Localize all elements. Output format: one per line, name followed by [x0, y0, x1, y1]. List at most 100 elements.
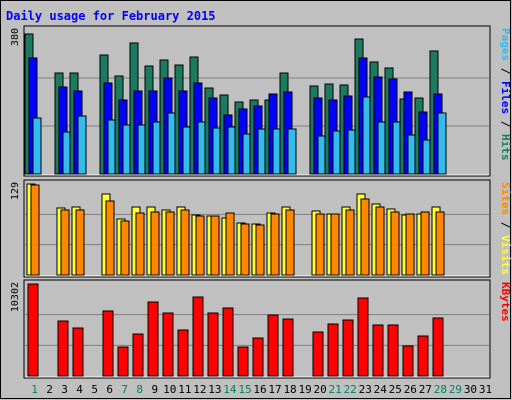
- day-label-11: 11: [178, 383, 191, 396]
- bar-kbytes-day-16: [252, 337, 264, 377]
- panel-kbytes: 10302 KBytes: [10, 279, 512, 379]
- bar-kbytes-day-12: [192, 296, 204, 377]
- bar-pages-day-1: [32, 117, 42, 175]
- day-label-25: 25: [389, 383, 402, 396]
- axis-label-kbytes: KBytes: [499, 282, 512, 322]
- bar-sites-day-18: [285, 209, 295, 276]
- bar-kbytes-day-21: [327, 323, 339, 377]
- axis-label-part: Visits: [499, 235, 512, 275]
- axis-label-part: Pages: [499, 28, 512, 61]
- bar-pages-day-4: [77, 115, 87, 175]
- panel-pages-files-hits: 380 Pages / Files / Hits: [10, 25, 512, 177]
- y-max-label: 10302: [10, 282, 21, 312]
- y-max-label: 129: [10, 182, 21, 200]
- day-labels: 1 2 3 4 5 6 7 8 9 10 11 12 13 14 15 16 17 18 19 20 21 22 23 24 2…: [31, 383, 492, 396]
- bar-sites-day-10: [165, 211, 175, 276]
- bar-sites-day-17: [270, 213, 280, 276]
- bar-kbytes-day-11: [177, 329, 189, 377]
- day-label-8: 8: [136, 383, 143, 396]
- bar-kbytes-day-18: [282, 318, 294, 377]
- bar-sites-day-8: [135, 212, 145, 276]
- day-label-14: 14: [223, 383, 237, 396]
- day-label-28: 28: [434, 383, 447, 396]
- day-label-21: 21: [329, 383, 342, 396]
- day-label-15: 15: [238, 383, 251, 396]
- axis-label-pages-files-hits: Pages / Files / Hits: [499, 28, 512, 161]
- bar-sites-day-7: [120, 220, 130, 276]
- bar-kbytes-day-23: [357, 297, 369, 377]
- bar-kbytes-day-1: [27, 283, 39, 377]
- bar-sites-day-24: [375, 206, 385, 276]
- day-label-13: 13: [208, 383, 221, 396]
- bar-kbytes-day-7: [117, 346, 129, 377]
- bar-kbytes-day-25: [387, 324, 399, 377]
- bar-kbytes-day-22: [342, 319, 354, 377]
- bar-kbytes-day-9: [147, 301, 159, 377]
- bar-kbytes-day-14: [222, 307, 234, 377]
- bar-sites-day-13: [210, 215, 220, 276]
- bar-sites-day-27: [420, 211, 430, 276]
- day-label-23: 23: [359, 383, 372, 396]
- bar-sites-day-11: [180, 209, 190, 276]
- bar-sites-day-1: [30, 184, 40, 276]
- bar-kbytes-day-20: [312, 331, 324, 377]
- axis-label-part: Hits: [499, 134, 512, 161]
- day-label-16: 16: [253, 383, 266, 396]
- day-label-17: 17: [268, 383, 281, 396]
- panel-sites-visits: 129 Sites / Visits: [10, 179, 512, 278]
- day-label-18: 18: [283, 383, 296, 396]
- day-label-1: 1: [31, 383, 38, 396]
- day-label-27: 27: [419, 383, 432, 396]
- axis-label-part: Files: [499, 81, 512, 114]
- axis-label-part: Sites: [499, 182, 512, 215]
- day-label-19: 19: [298, 383, 311, 396]
- bar-sites-day-21: [330, 213, 340, 276]
- day-label-9: 9: [151, 383, 158, 396]
- bar-sites-day-23: [360, 198, 370, 276]
- bar-kbytes-day-28: [432, 317, 444, 377]
- bar-sites-day-26: [405, 213, 415, 276]
- y-max-label: 380: [10, 28, 21, 46]
- bar-sites-day-16: [255, 224, 265, 276]
- bar-kbytes-day-15: [237, 346, 249, 377]
- day-label-29: 29: [449, 383, 462, 396]
- day-label-5: 5: [91, 383, 98, 396]
- bar-kbytes-day-4: [72, 327, 84, 377]
- day-label-3: 3: [61, 383, 68, 396]
- day-label-26: 26: [404, 383, 417, 396]
- day-label-12: 12: [193, 383, 206, 396]
- bar-pages-day-28: [437, 112, 447, 175]
- bar-kbytes-day-26: [402, 345, 414, 377]
- chart-panels: 380 Pages / Files / Hits 129 Sites / Visits…: [10, 25, 512, 379]
- bar-sites-day-22: [345, 209, 355, 276]
- axis-label-separator: /: [499, 215, 512, 235]
- axis-label-separator: /: [499, 114, 512, 134]
- bar-sites-day-14: [225, 212, 235, 276]
- day-label-30: 30: [464, 383, 477, 396]
- bar-sites-day-28: [435, 211, 445, 276]
- day-label-10: 10: [163, 383, 176, 396]
- day-label-22: 22: [344, 383, 357, 396]
- day-label-31: 31: [479, 383, 492, 396]
- bar-kbytes-day-24: [372, 324, 384, 377]
- bar-sites-day-20: [315, 213, 325, 276]
- bar-sites-day-9: [150, 211, 160, 276]
- bar-sites-day-6: [105, 200, 115, 276]
- day-label-20: 20: [314, 383, 327, 396]
- day-label-4: 4: [76, 383, 83, 396]
- bar-kbytes-day-3: [57, 320, 69, 377]
- day-label-6: 6: [106, 383, 113, 396]
- chart-title: Daily usage for February 2015: [6, 9, 216, 23]
- bar-pages-day-18: [287, 128, 297, 175]
- bar-kbytes-day-17: [267, 314, 279, 377]
- bar-kbytes-day-13: [207, 312, 219, 377]
- day-label-24: 24: [374, 383, 388, 396]
- day-label-2: 2: [46, 383, 53, 396]
- axis-label-separator: /: [499, 61, 512, 81]
- bar-sites-day-15: [240, 223, 250, 276]
- bar-kbytes-day-6: [102, 310, 114, 377]
- bar-kbytes-day-8: [132, 333, 144, 377]
